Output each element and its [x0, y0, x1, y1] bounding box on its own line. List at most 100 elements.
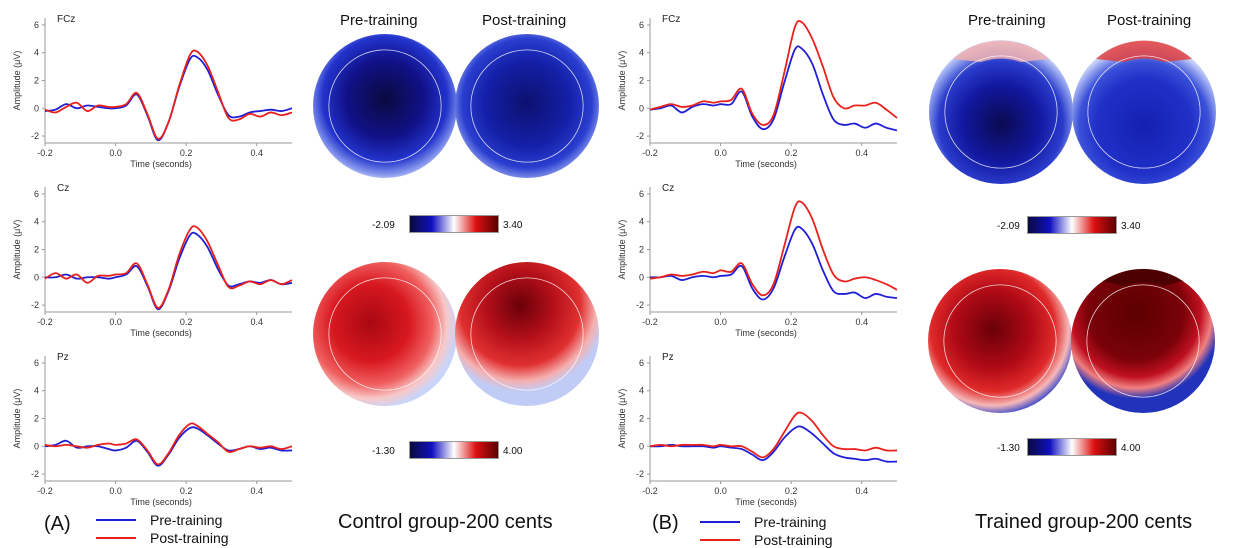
x-tick-label: -0.2: [642, 317, 658, 327]
topomap-A-P400-Post-training: [455, 262, 599, 406]
colorbar-min-label: -1.30: [372, 446, 395, 457]
head-outline: [1086, 284, 1200, 398]
y-tick-label: 0: [639, 441, 644, 451]
col-title-post-b: Post-training: [1107, 12, 1192, 29]
x-axis-label: Time (seconds): [130, 328, 192, 338]
x-tick-label: 0.0: [714, 317, 727, 327]
x-tick-label: 0.2: [180, 486, 193, 496]
y-tick-label: 4: [34, 217, 39, 227]
series-line-pre: [44, 54, 293, 142]
topomap-disk: [313, 34, 457, 178]
y-axis-label: Amplitude (μV): [12, 220, 22, 280]
erp-chart-B-Pz: -2 0 2 4 6 -0.2 0.0 0.2 0.4 Pz Time (seconds) Ampli…: [617, 352, 898, 507]
x-tick-label: 0.0: [714, 486, 727, 496]
x-tick-label: -0.2: [642, 486, 658, 496]
legend-post-b: Post-training: [700, 532, 833, 548]
topomap-A-P300-Post-training: [455, 34, 599, 178]
erp-chart-B-Cz: -2 0 2 4 6 -0.2 0.0 0.2 0.4 Cz Time (seconds) Ampli…: [617, 183, 898, 338]
topomap-disk: [455, 34, 599, 178]
x-axis-label: Time (seconds): [735, 497, 797, 507]
y-axis-label: Amplitude (μV): [617, 51, 627, 111]
topomap-B-P400-Post-training: [1071, 268, 1215, 413]
y-tick-label: 4: [34, 386, 39, 396]
col-title-post-a: Post-training: [482, 12, 567, 29]
x-axis-label: Time (seconds): [735, 159, 797, 169]
channel-label: Cz: [57, 183, 69, 194]
legend-label-post: Post-training: [150, 530, 229, 546]
series-line-post: [649, 200, 898, 297]
x-tick-label: 0.4: [250, 486, 263, 496]
x-tick-label: 0.0: [714, 148, 727, 158]
channel-label: Pz: [662, 352, 674, 363]
y-tick-label: 2: [34, 76, 39, 86]
y-tick-label: 4: [639, 217, 644, 227]
y-tick-label: 2: [639, 76, 644, 86]
channel-label: FCz: [57, 14, 75, 25]
colorbar-max-label: 4.00: [503, 446, 523, 457]
x-tick-label: 0.0: [109, 317, 122, 327]
y-axis-label: Amplitude (μV): [12, 389, 22, 449]
x-axis-label: Time (seconds): [130, 497, 192, 507]
colorbar-min-label: -1.30: [997, 443, 1020, 454]
legend-post-a: Post-training: [96, 530, 229, 546]
head-outline: [328, 277, 442, 391]
topomap-disk: [455, 262, 599, 406]
y-tick-label: 6: [639, 189, 644, 199]
head-outline: [943, 284, 1057, 398]
topomap-disk: [313, 262, 457, 406]
x-tick-label: -0.2: [642, 148, 658, 158]
y-tick-label: 2: [639, 414, 644, 424]
head-outline: [470, 49, 584, 163]
col-title-pre-b: Pre-training: [968, 12, 1046, 29]
topomap-disk: [1071, 269, 1215, 413]
frontal-positive-cap: [953, 40, 1049, 62]
head-outline: [944, 55, 1058, 169]
x-tick-label: 0.4: [855, 148, 868, 158]
y-tick-label: 6: [34, 189, 39, 199]
series-line-pre: [649, 45, 898, 132]
group-title-a: Control group-200 cents: [338, 511, 553, 533]
x-tick-label: 0.0: [109, 486, 122, 496]
legend-label-pre: Pre-training: [150, 512, 223, 528]
head-outline: [470, 277, 584, 391]
legend-line-post: [700, 539, 740, 541]
x-axis-label: Time (seconds): [130, 159, 192, 169]
y-tick-label: 4: [34, 48, 39, 58]
topomap-B-P300-Pre-training: [929, 40, 1073, 184]
series-line-post: [649, 19, 898, 126]
topomap-A-P400-Pre-training: [313, 262, 457, 406]
y-axis-label: Amplitude (μV): [617, 220, 627, 280]
x-tick-label: 0.2: [180, 317, 193, 327]
head-outline: [328, 49, 442, 163]
x-tick-label: 0.4: [250, 317, 263, 327]
y-tick-label: 6: [34, 20, 39, 30]
x-tick-label: -0.2: [37, 148, 53, 158]
x-axis-label: Time (seconds): [735, 328, 797, 338]
y-tick-label: -2: [31, 469, 39, 479]
panel-letter-a: (A): [44, 513, 71, 535]
series-line-post: [44, 225, 293, 309]
colorbar-max-label: 3.40: [503, 220, 523, 231]
topomap-disk: [1072, 40, 1216, 184]
series-line-pre: [649, 225, 898, 301]
series-line-pre: [649, 425, 898, 463]
legend-pre-b: Pre-training: [700, 514, 826, 530]
y-tick-label: -2: [636, 469, 644, 479]
x-tick-label: 0.2: [180, 148, 193, 158]
y-tick-label: 0: [639, 272, 644, 282]
y-tick-label: -2: [31, 300, 39, 310]
y-axis-label: Amplitude (μV): [12, 51, 22, 111]
frontal-peak: [1103, 268, 1183, 286]
x-tick-label: 0.0: [109, 148, 122, 158]
y-tick-label: 0: [34, 103, 39, 113]
legend-line-pre: [700, 521, 740, 523]
erp-chart-A-FCz: -2 0 2 4 6 -0.2 0.0 0.2 0.4 FCz Time (seconds) Ampl…: [12, 14, 293, 169]
y-tick-label: 4: [639, 386, 644, 396]
colorbar: [409, 215, 499, 233]
topomap-B-P300-Post-training: [1072, 40, 1216, 184]
y-axis-label: Amplitude (μV): [617, 389, 627, 449]
colorbar-min-label: -2.09: [372, 220, 395, 231]
y-tick-label: 0: [639, 103, 644, 113]
y-tick-label: 2: [34, 414, 39, 424]
